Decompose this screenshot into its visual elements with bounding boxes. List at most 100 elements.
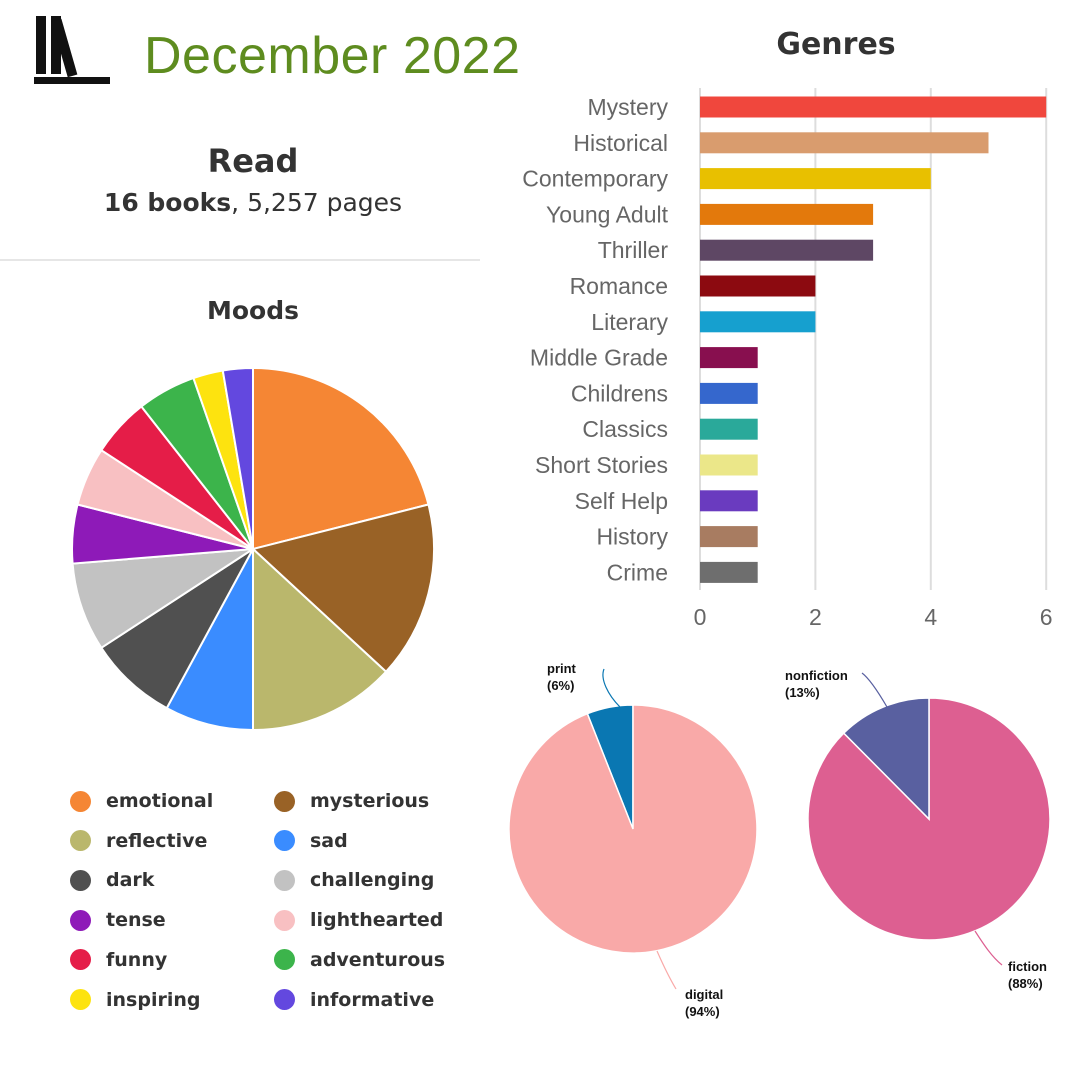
legend-label: lighthearted [310, 909, 444, 932]
genre-label: Self Help [575, 488, 668, 514]
genre-label: History [596, 524, 668, 550]
legend-swatch [274, 989, 295, 1010]
legend-label: challenging [310, 869, 435, 892]
genre-bar-young-adult [700, 203, 874, 225]
genre-label: Thriller [598, 237, 669, 263]
x-tick-label: 6 [1040, 604, 1053, 630]
pages-count: 5,257 pages [247, 188, 403, 217]
genre-bar-mystery [700, 96, 1047, 118]
legend-item-dark: dark [70, 865, 154, 895]
x-tick-label: 0 [694, 604, 707, 630]
pie-slice-challenging [71, 548, 254, 650]
genres-title: Genres [776, 27, 895, 62]
legend-label: funny [106, 948, 168, 971]
legend-swatch [70, 909, 91, 931]
legend-item-funny: funny [70, 945, 167, 975]
legend-label: tense [106, 909, 166, 932]
genre-label: Mystery [588, 94, 669, 120]
genre-bar-contemporary [700, 168, 931, 190]
genre-bar-middle-grade [700, 347, 758, 369]
page-title: December 2022 [144, 27, 521, 85]
summary-separator: , [231, 188, 248, 217]
legend-swatch [274, 790, 295, 812]
genre-bar-self-help [700, 490, 758, 512]
legend-label: dark [106, 869, 155, 892]
genre-bar-history [700, 526, 758, 548]
legend-swatch [70, 790, 91, 812]
legend-swatch [274, 949, 295, 971]
section-divider [0, 259, 480, 261]
x-tick-label: 2 [809, 604, 822, 630]
pie-label-nonfiction: nonfiction (13%) [785, 668, 848, 700]
genre-bar-childrens [700, 382, 758, 404]
leader-line [602, 668, 621, 708]
genre-label: Historical [573, 130, 668, 156]
pie-label-fiction: fiction (88%) [1008, 959, 1047, 991]
genre-bar-literary [700, 311, 816, 333]
read-summary: 16 books, 5,257 pages [0, 188, 506, 217]
pie-label-print: print (6%) [547, 661, 577, 693]
books-shelf-icon [34, 16, 110, 84]
genre-label: Contemporary [522, 166, 668, 192]
genre-label: Romance [570, 273, 668, 299]
genre-label: Literary [591, 309, 668, 335]
legend-label: informative [310, 988, 435, 1011]
read-heading: Read [207, 142, 299, 180]
read-summary-block: Read 16 books, 5,257 pages [0, 142, 506, 217]
legend-label: emotional [106, 790, 214, 812]
legend-item-informative: informative [274, 985, 434, 1015]
genre-label: Young Adult [546, 201, 669, 227]
legend-swatch [274, 830, 295, 852]
legend-label: reflective [106, 829, 208, 852]
legend-item-reflective: reflective [70, 826, 207, 856]
legend-swatch [70, 949, 91, 971]
legend-label: inspiring [106, 988, 201, 1011]
legend-swatch [70, 830, 91, 852]
genre-bar-romance [700, 275, 816, 297]
leader-line [861, 672, 888, 708]
legend-item-tense: tense [70, 905, 166, 935]
legend-label: mysterious [310, 790, 430, 812]
moods-pie-chart [71, 366, 435, 732]
legend-swatch [274, 909, 295, 931]
legend-item-emotional: emotional [70, 786, 213, 816]
legend-item-challenging: challenging [274, 865, 434, 895]
pie-slice-emotional [252, 366, 430, 551]
genre-label: Middle Grade [530, 345, 668, 371]
pie-slice-sad [165, 548, 254, 732]
legend-label: adventurous [310, 948, 446, 971]
genre-bar-thriller [700, 239, 874, 261]
legend-swatch [70, 989, 91, 1010]
books-count: 16 books [103, 188, 232, 217]
x-tick-label: 4 [924, 604, 937, 630]
legend-item-sad: sad [274, 826, 348, 856]
leader-line [974, 930, 1003, 966]
legend-item-mysterious: mysterious [274, 786, 429, 816]
genre-label: Crime [607, 559, 668, 585]
pie-slice-dark [99, 548, 254, 710]
genre-bar-historical [700, 132, 989, 154]
legend-item-lighthearted: lighthearted [274, 905, 443, 935]
legend-item-inspiring: inspiring [70, 985, 200, 1015]
genre-label: Classics [582, 416, 668, 442]
legend-item-adventurous: adventurous [274, 945, 445, 975]
genre-label: Short Stories [535, 452, 668, 478]
moods-title: Moods [206, 296, 299, 325]
pie-slice-digital [508, 704, 758, 954]
legend-swatch [274, 869, 295, 891]
genre-bar-classics [700, 418, 758, 440]
format-pie-chart: print (6%) digital (94%) [508, 661, 758, 1019]
genre-bar-crime [700, 561, 758, 583]
legend-swatch [70, 869, 91, 891]
fiction-pie-chart: nonfiction (13%) fiction (88%) [785, 668, 1051, 991]
leader-line [656, 950, 677, 990]
legend-label: sad [310, 829, 348, 852]
genre-bar-short-stories [700, 454, 758, 476]
genres-bar-chart: Genres 0 2 4 6 Mystery Historical Contemporary Y… [522, 27, 1053, 630]
pie-slice-mysterious [250, 503, 435, 674]
moods-legend: emotional mysterious reflective sad dark chal… [70, 786, 490, 1026]
pie-slice-informative [221, 366, 254, 550]
pie-slice-nonfiction [842, 697, 930, 821]
pie-label-digital: digital (94%) [685, 987, 723, 1019]
genre-label: Childrens [571, 380, 668, 406]
